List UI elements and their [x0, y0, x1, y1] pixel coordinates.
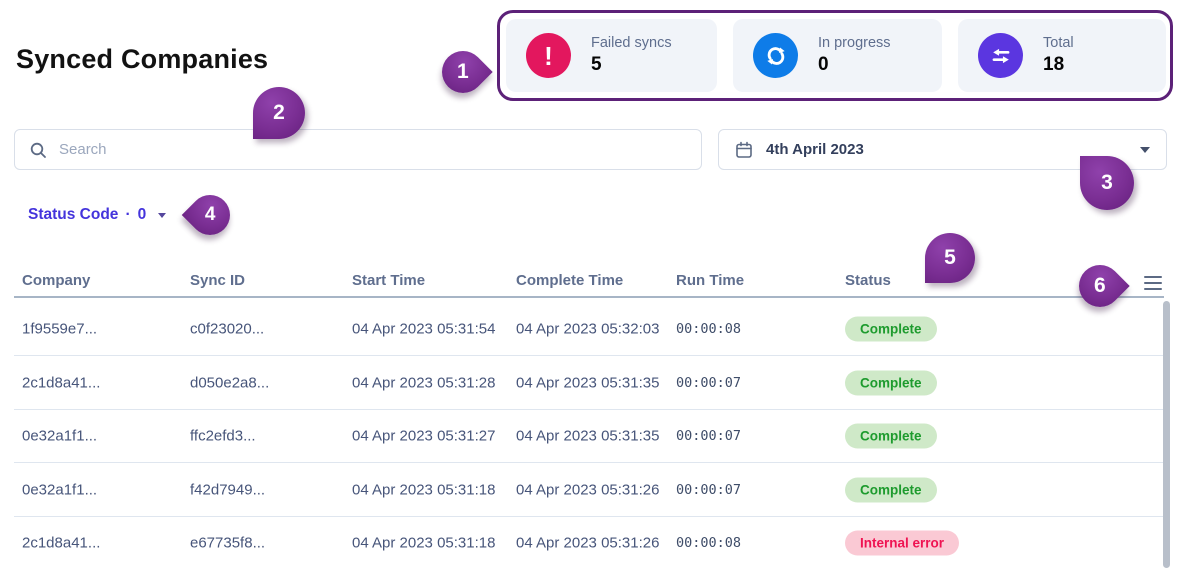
column-header-status: Status: [845, 272, 891, 289]
stat-label: Failed syncs: [591, 35, 672, 51]
exclamation-glyph: !: [544, 40, 553, 71]
chevron-down-icon: [158, 212, 167, 218]
cell-run-time: 00:00:08: [676, 535, 742, 551]
status-badge: Complete: [845, 477, 937, 502]
stat-label: In progress: [818, 35, 891, 51]
header-divider: [14, 296, 1164, 298]
table-row[interactable]: 0e32a1f1... ffc2efd3... 04 Apr 2023 05:3…: [14, 409, 1164, 463]
table-row[interactable]: 1f9559e7... c0f23020... 04 Apr 2023 05:3…: [14, 302, 1164, 356]
stat-card-failed-syncs: ! Failed syncs 5: [506, 19, 717, 92]
cell-company: 0e32a1f1...: [22, 481, 98, 498]
vertical-scrollbar[interactable]: [1163, 301, 1170, 568]
cell-complete-time: 04 Apr 2023 05:31:26: [516, 534, 660, 552]
transfer-icon: [978, 33, 1023, 78]
calendar-icon: [736, 141, 752, 158]
column-header-company: Company: [22, 272, 91, 289]
stat-value: 0: [818, 54, 829, 75]
status-badge: Complete: [845, 423, 937, 448]
cell-sync-id: c0f23020...: [190, 320, 265, 337]
annotation-marker-5: 5: [925, 233, 975, 283]
alert-icon: !: [526, 33, 571, 78]
cell-run-time: 00:00:07: [676, 481, 742, 498]
cell-start-time: 04 Apr 2023 05:31:27: [352, 427, 496, 444]
cell-run-time: 00:00:07: [676, 374, 742, 391]
cell-start-time: 04 Apr 2023 05:31:18: [352, 534, 496, 552]
search-box: [14, 129, 702, 170]
status-code-label: Status Code: [28, 206, 119, 223]
stat-text: Total 18: [1043, 35, 1074, 76]
column-header-sync-id: Sync ID: [190, 272, 246, 289]
cell-sync-id: e67735f8...: [190, 534, 266, 552]
cell-company: 2c1d8a41...: [22, 374, 101, 391]
table-row[interactable]: 2c1d8a41... d050e2a8... 04 Apr 2023 05:3…: [14, 356, 1164, 410]
cell-complete-time: 04 Apr 2023 05:32:03: [516, 320, 660, 337]
cell-run-time: 00:00:07: [676, 427, 742, 444]
column-header-run: Run Time: [676, 272, 745, 289]
table-menu-icon[interactable]: [1144, 276, 1162, 294]
status-badge: Internal error: [845, 530, 960, 556]
status-badge: Complete: [845, 370, 937, 395]
annotation-marker-4: 4: [181, 186, 239, 244]
table-row[interactable]: 0e32a1f1... f42d7949... 04 Apr 2023 05:3…: [14, 463, 1164, 517]
cell-start-time: 04 Apr 2023 05:31:18: [352, 481, 496, 498]
date-picker-value: 4th April 2023: [766, 141, 864, 158]
column-header-start: Start Time: [352, 272, 426, 289]
stat-text: Failed syncs 5: [591, 35, 672, 76]
table-row[interactable]: 2c1d8a41... e67735f8... 04 Apr 2023 05:3…: [14, 516, 1164, 568]
stat-card-in-progress: In progress 0: [733, 19, 942, 92]
cell-sync-id: f42d7949...: [190, 481, 266, 498]
search-input[interactable]: [59, 141, 687, 158]
cell-start-time: 04 Apr 2023 05:31:54: [352, 320, 496, 337]
column-header-complete: Complete Time: [516, 272, 624, 289]
cell-company: 2c1d8a41...: [22, 534, 101, 552]
cell-complete-time: 04 Apr 2023 05:31:35: [516, 427, 660, 444]
cell-company: 1f9559e7...: [22, 320, 98, 337]
cell-sync-id: d050e2a8...: [190, 374, 270, 391]
stat-value: 5: [591, 54, 602, 75]
annotation-marker-1: 1: [433, 42, 493, 102]
page-title: Synced Companies: [16, 44, 269, 74]
annotation-marker-3: 3: [1080, 156, 1134, 210]
status-badge: Complete: [845, 316, 937, 341]
chevron-down-icon: [1140, 146, 1150, 153]
cell-company: 0e32a1f1...: [22, 427, 98, 444]
annotation-outline-stats: [497, 10, 1173, 101]
cell-complete-time: 04 Apr 2023 05:31:26: [516, 481, 660, 498]
date-picker[interactable]: 4th April 2023: [718, 129, 1167, 170]
stat-label: Total: [1043, 35, 1074, 51]
search-icon: [30, 142, 46, 158]
cell-run-time: 00:00:08: [676, 320, 742, 337]
cell-sync-id: ffc2efd3...: [190, 427, 256, 444]
annotation-marker-2: 2: [253, 87, 305, 139]
cell-complete-time: 04 Apr 2023 05:31:35: [516, 374, 660, 391]
cell-start-time: 04 Apr 2023 05:31:28: [352, 374, 496, 391]
stat-text: In progress 0: [818, 35, 891, 76]
dot-separator: ·: [125, 206, 131, 223]
sync-icon: [753, 33, 798, 78]
stat-card-total: Total 18: [958, 19, 1166, 92]
status-code-count: 0: [137, 206, 147, 223]
stat-value: 18: [1043, 54, 1065, 75]
status-code-filter[interactable]: Status Code · 0: [28, 206, 167, 224]
